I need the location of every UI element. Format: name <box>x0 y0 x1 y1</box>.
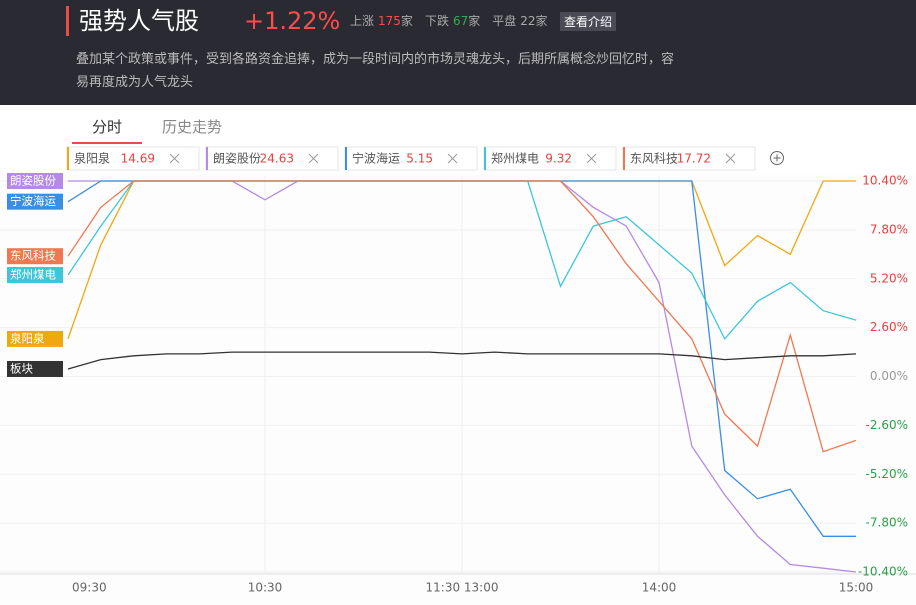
stats: 上涨 175家 下跌 67家 平盘 22家 <box>350 12 548 29</box>
legend-close <box>586 153 597 164</box>
legend-swatch <box>345 147 347 170</box>
chart-bg <box>0 174 916 605</box>
stat-count: 175 <box>378 14 401 28</box>
series-badge <box>7 330 63 347</box>
stat-count: 22 <box>520 14 536 28</box>
y-tick-label: -10.40% <box>858 565 908 579</box>
legend-item[interactable]: 郑州煤电 9.32 <box>483 146 617 171</box>
legend-name: 宁波海运 <box>352 151 400 166</box>
legend-price: 9.32 <box>545 152 572 166</box>
legend-close <box>725 153 736 164</box>
x-tick-label: 11:30 13:00 <box>426 581 499 595</box>
change: +1.22% <box>244 7 341 35</box>
legend-item[interactable]: 泉阳泉 14.69 <box>66 146 200 171</box>
series-badge-label: 郑州煤电 <box>10 267 56 281</box>
add-icon <box>773 154 781 162</box>
stat-unit: 家 <box>535 14 548 28</box>
intro-button[interactable]: 查看介绍 <box>560 12 617 31</box>
legend-swatch <box>206 147 208 170</box>
stat: 上涨 175家 <box>350 12 413 29</box>
legend-price: 14.69 <box>121 152 155 166</box>
stat: 下跌 67家 <box>425 12 480 29</box>
legend-swatch <box>67 147 69 170</box>
stat-unit: 家 <box>468 14 481 28</box>
y-tick-label: 0.00% <box>870 369 908 383</box>
legend-name: 东风科技 <box>630 152 678 166</box>
x-tick-label: 15:00 <box>839 581 874 595</box>
y-tick-label: 5.20% <box>870 271 908 285</box>
description: 叠加某个政策或事件，受到各路资金追捧，成为一段时间内的市场灵魂龙头，后期所属概念… <box>76 52 675 90</box>
legend-name: 郑州煤电 <box>491 151 539 166</box>
series-badge-label: 宁波海运 <box>10 194 56 208</box>
series-badge-label: 东风科技 <box>10 249 56 263</box>
legend-price: 24.63 <box>260 152 294 166</box>
series-badge <box>7 360 63 377</box>
stat-unit: 家 <box>400 14 413 28</box>
header: 强势人气股 +1.22% 上涨 175家 下跌 67家 平盘 22家 查看介绍 叠加某个政… <box>0 0 916 105</box>
stat-label: 上涨 <box>350 14 375 28</box>
x-tick-label: 09:30 <box>72 581 107 595</box>
series-badge <box>7 248 63 265</box>
series-line <box>67 351 857 370</box>
y-tick-label: -7.80% <box>866 516 908 530</box>
legend-name: 朗姿股份 <box>213 152 261 166</box>
legend-swatch <box>623 147 625 170</box>
series-badge-label: 泉阳泉 <box>10 331 45 345</box>
legend-close <box>308 153 319 164</box>
tab[interactable]: 历史走势 <box>162 118 223 136</box>
title: 强势人气股 <box>66 6 199 36</box>
y-tick-label: 2.60% <box>870 320 908 334</box>
y-tick-label: -2.60% <box>866 418 908 432</box>
y-tick-label: 7.80% <box>870 222 908 236</box>
legend-close <box>447 153 458 164</box>
legend-name: 泉阳泉 <box>74 152 110 166</box>
tab[interactable]: 分时 <box>72 106 143 144</box>
stat-label: 下跌 <box>424 14 449 28</box>
legend-item[interactable]: 宁波海运 5.15 <box>344 146 478 171</box>
y-tick-label: -5.20% <box>866 467 908 481</box>
series-badge-label: 板块 <box>10 361 33 375</box>
series-badge <box>7 173 63 189</box>
x-tick-label: 14:00 <box>642 581 677 595</box>
add-button[interactable] <box>770 151 784 165</box>
series-badge <box>7 193 63 210</box>
tabs: 分时 历史走势 <box>72 106 242 144</box>
legend-swatch <box>484 147 486 170</box>
x-tick-label: 10:30 <box>248 581 283 595</box>
legend-price: 17.72 <box>677 152 711 166</box>
legend-price: 5.15 <box>406 152 433 166</box>
legend-close <box>169 153 180 164</box>
series-line <box>67 180 857 453</box>
stat: 平盘 22家 <box>492 12 547 29</box>
stat-label: 平盘 <box>492 14 517 28</box>
stat-count: 67 <box>452 14 469 28</box>
y-tick-label: 10.40% <box>862 174 908 188</box>
series-badge <box>7 266 63 283</box>
series-badge-label: 朗姿股份 <box>10 174 56 188</box>
